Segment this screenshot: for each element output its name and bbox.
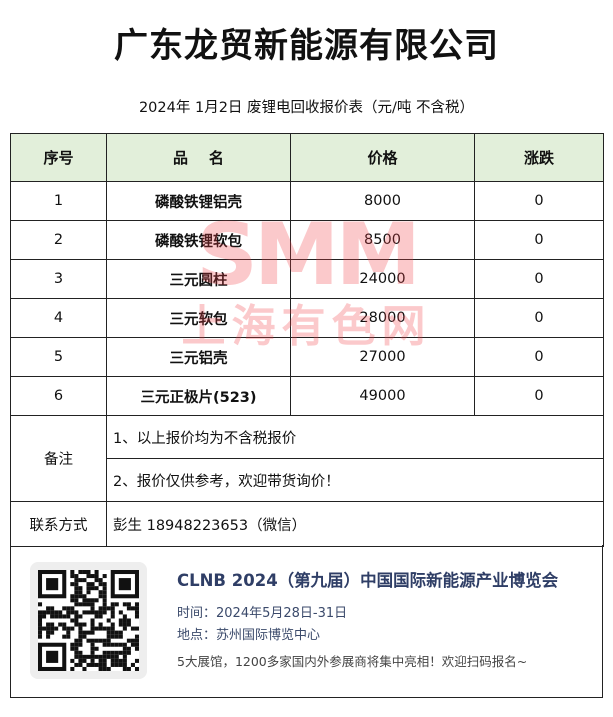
row-no: 2 [10, 220, 107, 260]
row-price: 49000 [290, 376, 475, 416]
expo-time: 时间：2024年5月28日-31日 [177, 606, 348, 621]
header-change: 涨跌 [474, 133, 604, 182]
expo-headline: CLNB 2024（第九届）中国国际新能源产业博览会 [177, 571, 559, 590]
contact-label: 联系方式 [10, 501, 107, 547]
price-table: 序号 品 名 价格 涨跌 1 磷酸铁锂铝壳 8000 0 2 磷酸铁锂软包 8500 0 3 三元… [10, 133, 604, 547]
row-change: 0 [474, 337, 604, 377]
table-row: 1 磷酸铁锂铝壳 8000 0 [10, 181, 604, 221]
expo-place: 地点：苏州国际博览中心 [177, 628, 321, 643]
row-price: 24000 [290, 259, 475, 299]
row-no: 4 [10, 298, 107, 338]
row-no: 6 [10, 376, 107, 416]
header-row: 序号 品 名 价格 涨跌 [10, 133, 604, 182]
row-change: 0 [474, 376, 604, 416]
row-change: 0 [474, 259, 604, 299]
company-title: 广东龙贸新能源有限公司 [114, 26, 499, 66]
qr-code[interactable] [30, 562, 147, 679]
row-change: 0 [474, 220, 604, 260]
remark-2: 2、报价仅供参考，欢迎带货询价！ [106, 458, 604, 502]
table-row: 5 三元铝壳 27000 0 [10, 337, 604, 377]
table-row: 3 三元圆柱 24000 0 [10, 259, 604, 299]
row-name: 磷酸铁锂铝壳 [106, 181, 291, 221]
contact-row: 联系方式 彭生 18948223653（微信） [10, 501, 604, 547]
table-row: 4 三元软包 28000 0 [10, 298, 604, 338]
header-price: 价格 [290, 133, 475, 182]
remark-row: 备注 1、以上报价均为不含税报价 [10, 415, 604, 502]
row-name: 磷酸铁锂软包 [106, 220, 291, 260]
expo-banner: CLNB 2024（第九届）中国国际新能源产业博览会 时间：2024年5月28日… [10, 545, 603, 698]
row-no: 1 [10, 181, 107, 221]
header-name: 品 名 [106, 133, 291, 182]
expo-note: 5大展馆，1200多家国内外参展商将集中亮相！欢迎扫码报名~ [177, 654, 528, 669]
price-list-subtitle: 2024年 1月2日 废锂电回收报价表（元/吨 不含税） [138, 100, 475, 116]
remark-row: 2、报价仅供参考，欢迎带货询价！ [11, 458, 604, 502]
qr-code-icon [38, 570, 139, 671]
contact-value: 彭生 18948223653（微信） [106, 501, 604, 547]
row-change: 0 [474, 298, 604, 338]
table-row: 2 磷酸铁锂软包 8500 0 [10, 220, 604, 260]
row-price: 27000 [290, 337, 475, 377]
row-price: 28000 [290, 298, 475, 338]
header-no: 序号 [10, 133, 107, 182]
row-no: 3 [10, 259, 107, 299]
row-name: 三元正极片(523) [106, 376, 291, 416]
row-price: 8000 [290, 181, 475, 221]
remark-1: 1、以上报价均为不含税报价 [106, 415, 604, 459]
row-no: 5 [10, 337, 107, 377]
remarks-label: 备注 [10, 415, 107, 502]
row-name: 三元圆柱 [106, 259, 291, 299]
row-name: 三元铝壳 [106, 337, 291, 377]
row-name: 三元软包 [106, 298, 291, 338]
row-change: 0 [474, 181, 604, 221]
table-row: 6 三元正极片(523) 49000 0 [10, 376, 604, 416]
row-price: 8500 [290, 220, 475, 260]
